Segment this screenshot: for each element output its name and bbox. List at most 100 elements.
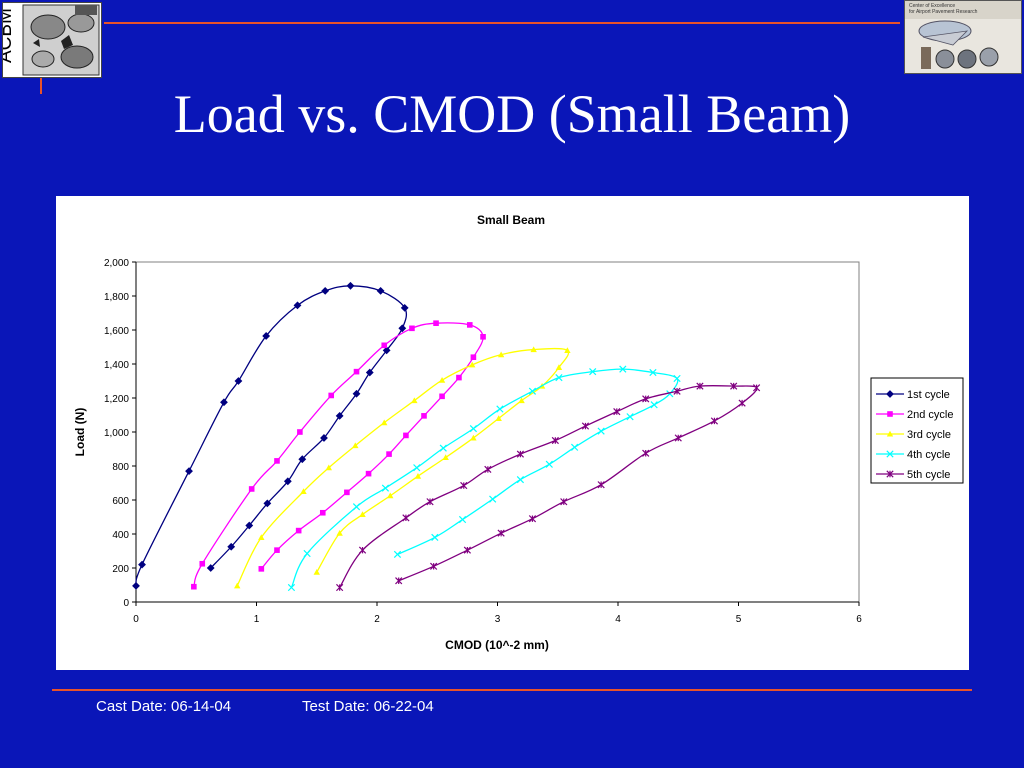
data-point (287, 583, 296, 592)
data-point (395, 577, 403, 585)
plot-area (135, 261, 860, 603)
data-point (328, 392, 335, 399)
data-point (365, 368, 374, 377)
data-point (376, 286, 385, 295)
data-point (245, 521, 254, 530)
data-point (386, 451, 392, 457)
legend-box (870, 377, 964, 484)
data-point (298, 455, 307, 464)
data-point (530, 346, 537, 353)
data-point (191, 583, 197, 590)
series-line (339, 384, 758, 588)
data-point (303, 549, 311, 558)
data-point (234, 377, 243, 385)
data-point (619, 365, 627, 373)
legend-swatch-marker (886, 390, 894, 398)
data-point (336, 529, 343, 536)
legend-label: 5th cycle (907, 469, 950, 481)
load-vs-cmod-chart: Small Beam 0 200 400 600 800 1,000 1,200 1,400 1… (73, 213, 964, 652)
data-point (497, 351, 505, 358)
data-point (319, 509, 326, 516)
data-point (666, 390, 674, 398)
data-point (381, 484, 390, 492)
data-point (258, 566, 265, 572)
data-point (321, 286, 330, 295)
data-point (400, 303, 409, 312)
data-point (220, 398, 228, 407)
y-tick-label: 200 (112, 564, 129, 575)
data-point (642, 395, 650, 403)
data-point (430, 562, 438, 570)
data-point (335, 411, 344, 420)
data-point (469, 424, 478, 433)
acbm-logo-text: ACBM (3, 8, 16, 63)
data-point (613, 407, 621, 416)
data-point (258, 534, 265, 540)
data-point (442, 454, 449, 461)
series-3 (234, 346, 571, 589)
data-point (185, 467, 193, 476)
data-point (470, 354, 477, 360)
data-point (411, 397, 418, 404)
x-tick-label: 5 (736, 614, 742, 625)
data-point (248, 486, 255, 492)
x-tick-label: 1 (254, 614, 260, 625)
data-point (560, 498, 568, 506)
legend-swatch-marker (886, 470, 894, 478)
data-point (642, 449, 650, 457)
data-point (398, 324, 407, 333)
y-tick-label: 1,200 (104, 394, 129, 405)
legend-swatch-marker (886, 430, 894, 437)
series-4 (287, 365, 681, 592)
legend-item: 2nd cycle (876, 409, 953, 421)
data-point (480, 334, 486, 340)
data-point (313, 569, 320, 575)
data-point (673, 374, 681, 383)
data-point (234, 582, 241, 589)
y-tick-label: 1,000 (104, 428, 129, 439)
data-point (518, 397, 525, 404)
data-point (626, 413, 634, 421)
series-line (193, 322, 484, 587)
y-tick-label: 1,600 (104, 326, 129, 337)
data-point (352, 503, 361, 511)
data-point (365, 470, 372, 477)
test-date: Test Date: 06-22-04 (302, 698, 434, 715)
airport-research-logo: Center of Excellence for Airport Pavemen… (904, 0, 1022, 74)
chart-panel: Small Beam 0 200 400 600 800 1,000 1,200 1,400 1… (56, 196, 969, 670)
data-point (293, 301, 302, 310)
data-point (458, 515, 467, 524)
x-axis-label: CMOD (10^-2 mm) (445, 638, 549, 652)
data-point (438, 376, 446, 383)
y-tick-label: 0 (123, 598, 129, 609)
y-axis-label: Load (N) (73, 408, 87, 457)
data-point (456, 374, 462, 381)
data-point (263, 499, 272, 508)
data-point (545, 460, 553, 468)
legend-item: 1st cycle (876, 389, 950, 401)
data-point (581, 422, 590, 430)
data-point (564, 347, 571, 353)
data-point (346, 281, 355, 290)
data-point (426, 498, 434, 506)
data-point (336, 583, 344, 592)
data-point (489, 495, 497, 503)
series-1 (132, 281, 409, 590)
data-point (752, 384, 761, 392)
data-point (649, 368, 657, 377)
data-point (352, 389, 361, 398)
data-point (132, 581, 140, 590)
logo-right-line1: Center of Excellence (909, 3, 955, 9)
acbm-logo: ACBM (0, 2, 102, 78)
series-5 (336, 382, 761, 592)
data-point (283, 477, 292, 486)
logo-right-line2: for Airport Pavement Research (909, 9, 978, 15)
y-tick-label: 2,000 (104, 258, 129, 269)
top-divider (104, 22, 900, 24)
data-point (497, 529, 505, 537)
data-point (528, 515, 537, 523)
data-point (382, 346, 391, 355)
data-point (597, 481, 605, 489)
data-point (555, 373, 563, 382)
data-point (463, 546, 471, 554)
